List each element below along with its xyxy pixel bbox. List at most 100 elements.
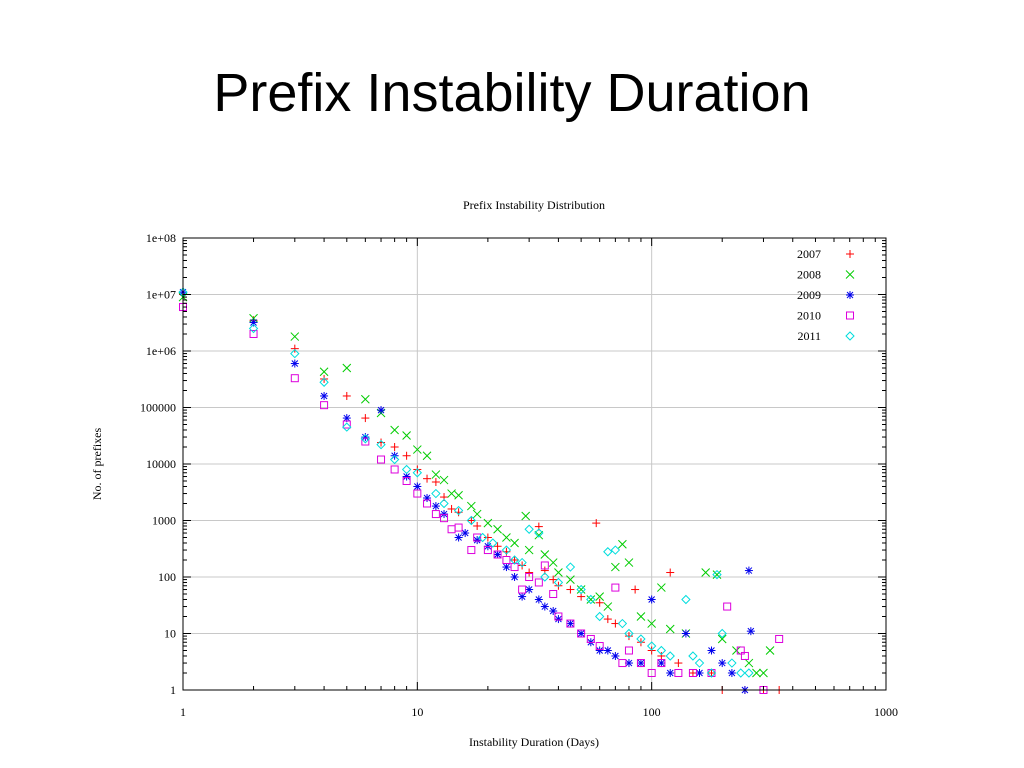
y-tick-label: 1: [170, 683, 176, 697]
data-point-2008: [752, 668, 761, 678]
data-point-2010: [290, 374, 299, 383]
y-tick-label: 100: [158, 570, 176, 584]
data-point-2011: [688, 651, 698, 661]
data-point-2009: [473, 536, 482, 545]
data-point-2008: [657, 583, 666, 592]
data-point-2008: [483, 518, 493, 528]
series-2010: [179, 303, 784, 694]
series-2009: [179, 288, 755, 694]
legend-marker-2011: [845, 331, 855, 341]
data-point-2007: [342, 391, 351, 400]
y-tick-label: 1e+07: [146, 288, 176, 302]
data-point-2010: [402, 477, 411, 486]
data-point-2010: [320, 401, 329, 410]
data-point-2011: [412, 468, 423, 478]
data-point-2007: [320, 374, 329, 383]
data-point-2008: [548, 558, 558, 567]
data-point-2008: [454, 490, 463, 500]
data-point-2009: [534, 595, 543, 604]
data-point-2008: [636, 612, 646, 621]
data-point-2008: [576, 585, 586, 594]
data-point-2010: [534, 578, 543, 587]
data-point-2008: [603, 602, 613, 611]
data-point-2010: [647, 668, 656, 677]
data-point-2008: [618, 539, 627, 549]
data-point-2010: [447, 525, 456, 534]
data-point-2008: [701, 568, 711, 577]
data-point-2009: [657, 659, 666, 668]
data-point-2009: [647, 595, 656, 604]
data-point-2010: [611, 583, 620, 592]
data-point-2010: [423, 499, 432, 508]
y-tick-label: 1000: [152, 514, 176, 528]
data-point-2008: [647, 619, 657, 628]
data-point-2009: [290, 359, 299, 368]
data-point-2008: [712, 570, 722, 580]
data-point-2011: [290, 348, 300, 359]
data-points: [178, 287, 784, 694]
data-point-2010: [549, 590, 558, 599]
data-point-2011: [656, 645, 667, 656]
data-point-2008: [360, 394, 370, 404]
data-point-2007: [447, 504, 456, 513]
data-point-2009: [636, 659, 645, 668]
data-point-2010: [483, 546, 492, 555]
data-point-2010: [473, 533, 482, 542]
data-point-2011: [431, 488, 441, 499]
data-point-2009: [402, 472, 411, 481]
x-tick-label: 1000: [874, 705, 898, 719]
data-point-2010: [636, 659, 645, 668]
data-point-2007: [707, 668, 716, 677]
data-point-2009: [440, 510, 449, 519]
data-point-2008: [422, 451, 432, 461]
data-point-2008: [611, 562, 620, 572]
data-point-2007: [510, 555, 519, 564]
x-axis-label: Instability Duration (Days): [469, 735, 599, 749]
data-point-2008: [466, 501, 476, 511]
data-point-2009: [744, 566, 753, 575]
data-point-2011: [517, 557, 527, 568]
data-point-2009: [510, 573, 519, 581]
data-point-2011: [319, 377, 329, 387]
data-point-2008: [765, 646, 775, 655]
data-point-2011: [717, 628, 727, 639]
data-point-2010: [413, 489, 422, 498]
data-point-2010: [493, 550, 502, 559]
y-tick-label: 1e+08: [146, 231, 176, 245]
data-point-2011: [248, 323, 259, 334]
data-point-2010: [740, 651, 749, 660]
data-point-2011: [624, 628, 634, 639]
data-point-2008: [554, 568, 563, 577]
series-2008: [178, 292, 775, 678]
data-point-2009: [454, 533, 463, 542]
data-point-2009: [493, 550, 502, 559]
data-point-2010: [624, 646, 633, 655]
data-point-2011: [501, 545, 512, 555]
data-point-2011: [712, 569, 722, 580]
data-point-2010: [723, 602, 732, 611]
data-point-2007: [467, 516, 476, 525]
data-point-2010: [440, 514, 449, 523]
data-point-2009: [377, 406, 386, 415]
x-tick-label: 10: [411, 705, 423, 719]
data-point-2011: [360, 434, 371, 444]
x-tick-label: 1: [180, 705, 186, 719]
data-point-2008: [744, 658, 754, 668]
legend-label-2010: 2010: [797, 309, 821, 323]
data-point-2011: [646, 641, 657, 651]
grid-lines: [182, 237, 887, 691]
data-point-2010: [454, 523, 463, 532]
data-point-2011: [565, 562, 576, 572]
data-point-2010: [390, 465, 399, 474]
data-point-2011: [453, 505, 464, 516]
legend-marker-2009: [846, 291, 854, 299]
data-point-2007: [554, 581, 563, 590]
data-point-2008: [493, 524, 502, 534]
data-point-2008: [624, 558, 634, 567]
data-point-2011: [610, 545, 621, 555]
series-2011: [178, 287, 754, 678]
data-point-2011: [694, 658, 705, 668]
data-point-2007: [525, 568, 534, 577]
data-point-2009: [423, 494, 432, 503]
